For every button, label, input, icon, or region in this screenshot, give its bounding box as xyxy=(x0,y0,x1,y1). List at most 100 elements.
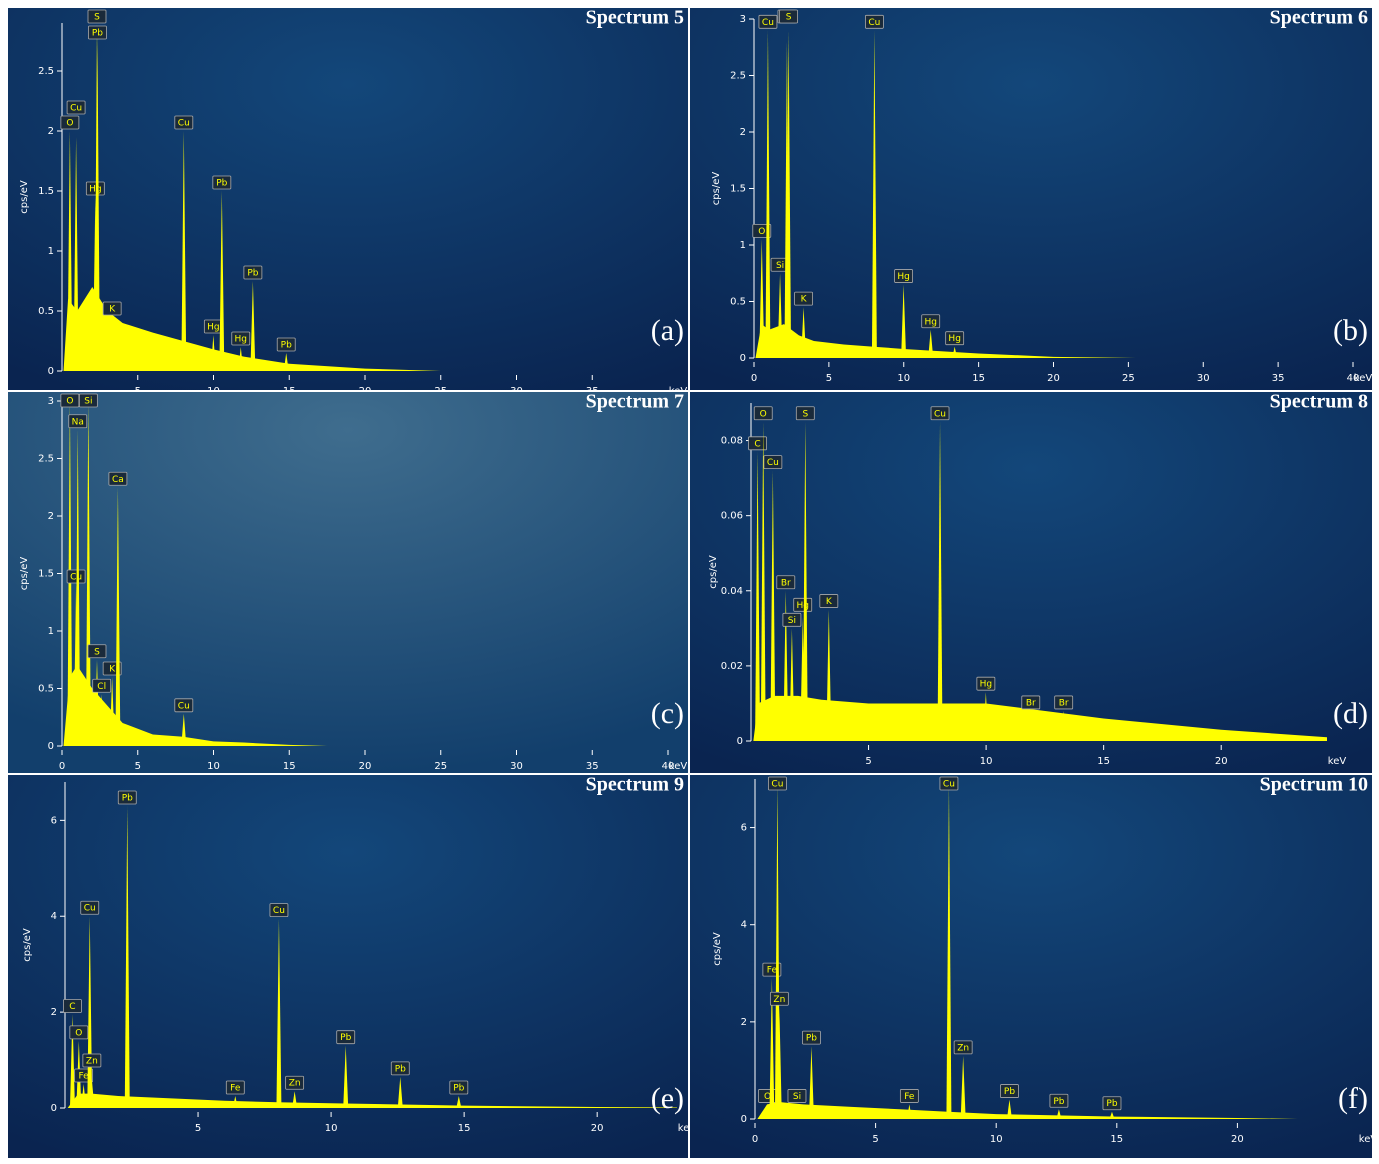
peak-label-box xyxy=(88,25,107,40)
peak-label-box xyxy=(102,301,122,316)
peak-label-box xyxy=(87,9,107,24)
peak-label: C xyxy=(69,1002,75,1012)
peak-label-box xyxy=(748,436,767,451)
peak xyxy=(1028,710,1034,741)
peak-label: Hg xyxy=(89,185,101,195)
peak-label: S xyxy=(786,13,792,23)
y-tick-label: 6 xyxy=(741,823,747,834)
peak-label-box xyxy=(231,331,251,346)
peak-label: Fe xyxy=(904,1092,915,1102)
peak xyxy=(777,273,783,358)
peak-label: S xyxy=(94,13,100,23)
peak xyxy=(210,335,216,371)
peak xyxy=(774,783,780,1119)
peak-label: Cu xyxy=(934,409,946,419)
y-axis-label: cps/eV xyxy=(708,555,719,589)
peak-label: Na xyxy=(72,417,84,427)
peak-label-box xyxy=(793,597,813,612)
peak-label-box xyxy=(117,790,137,805)
x-tick-label: 10 xyxy=(990,1134,1003,1145)
peak-label: Br xyxy=(781,578,791,588)
peak-label: O xyxy=(66,119,73,129)
peak-label: Fe xyxy=(79,1072,90,1082)
peak-label: K xyxy=(109,305,116,315)
peak-label: Fe xyxy=(230,1084,241,1094)
y-tick-label: 0.5 xyxy=(38,306,54,317)
peak-label: K xyxy=(826,597,833,607)
x-tick-label: 10 xyxy=(207,761,220,772)
peak-label: Cu xyxy=(273,906,285,916)
peak xyxy=(94,659,100,746)
spectrum-panel: 0 2 4 6 0 5 10 15 20 keV cps/eV O Fe Cu Zn Si Pb Fe Cu Zn Pb… xyxy=(690,774,1377,1158)
peak xyxy=(89,1079,95,1108)
x-axis-label: keV xyxy=(1328,756,1347,767)
peak-label: Hg xyxy=(924,317,936,327)
y-tick-label: 2 xyxy=(741,1017,747,1028)
x-tick-label: 30 xyxy=(510,386,523,397)
peak xyxy=(124,805,130,1108)
y-tick-label: 1 xyxy=(740,240,746,251)
peak-label-box xyxy=(945,331,965,346)
peak xyxy=(946,783,952,1119)
peak-label: Cu xyxy=(70,573,82,583)
y-tick-label: 0 xyxy=(740,353,746,364)
peak-label-box xyxy=(752,223,772,238)
x-tick-label: 20 xyxy=(1231,1134,1244,1145)
peak-label: Cu xyxy=(771,780,783,790)
y-tick-label: 0 xyxy=(737,736,743,747)
peak-label: Pb xyxy=(806,1034,817,1044)
y-tick-label: 2.5 xyxy=(38,454,54,465)
x-tick-label: 30 xyxy=(1197,373,1210,384)
peak xyxy=(983,692,989,741)
y-tick-label: 4 xyxy=(51,911,57,922)
peak-label: K xyxy=(801,295,808,305)
peak-label: Pb xyxy=(122,793,133,803)
peak xyxy=(928,329,934,358)
peak-label: O xyxy=(75,1028,82,1038)
y-tick-label: 0 xyxy=(48,366,54,377)
peak-label: Br xyxy=(1026,698,1036,708)
peak-label: Cu xyxy=(70,104,82,114)
peak-label: Cu xyxy=(868,18,880,28)
peak-label: O xyxy=(758,227,765,237)
peak xyxy=(783,590,789,741)
y-axis-label: cps/eV xyxy=(19,180,30,214)
peak-label: Pb xyxy=(247,269,258,279)
peak-label-box xyxy=(1021,695,1041,710)
background-continuum xyxy=(63,287,441,371)
x-tick-label: 15 xyxy=(1097,756,1110,767)
x-tick-label: 25 xyxy=(434,386,447,397)
peak-label-box xyxy=(243,265,263,280)
x-tick-label: 5 xyxy=(135,386,141,397)
x-axis-label: keV xyxy=(669,761,688,772)
peak xyxy=(73,137,79,371)
peak-label: Hg xyxy=(235,335,247,345)
x-tick-label: 25 xyxy=(434,761,447,772)
x-tick-label: 20 xyxy=(591,1123,604,1134)
peak-label-box xyxy=(85,181,105,196)
peak xyxy=(789,628,795,741)
background-continuum xyxy=(63,665,328,746)
y-tick-label: 0.08 xyxy=(721,436,743,447)
peak xyxy=(94,41,100,371)
y-axis-label: cps/eV xyxy=(711,172,722,206)
peak xyxy=(808,1046,814,1119)
peak xyxy=(906,1104,912,1119)
peak-label: Cu xyxy=(178,119,190,129)
peak-label-box xyxy=(68,414,88,429)
x-tick-label: 20 xyxy=(359,761,372,772)
y-tick-label: 2 xyxy=(51,1007,57,1018)
peak xyxy=(456,1096,462,1108)
peak-label-box xyxy=(449,1080,469,1095)
x-tick-label: 35 xyxy=(586,386,599,397)
peak xyxy=(115,487,121,746)
peak-label: Pb xyxy=(340,1033,351,1043)
peak-label: Zn xyxy=(773,995,785,1005)
x-tick-label: 40 xyxy=(662,761,675,772)
x-tick-label: 40 xyxy=(1347,373,1360,384)
y-tick-label: 2.5 xyxy=(38,66,54,77)
x-axis-label: keV xyxy=(1359,1134,1378,1145)
peak-label: K xyxy=(109,665,116,675)
peak xyxy=(181,131,187,371)
peak-label-box xyxy=(779,9,798,24)
